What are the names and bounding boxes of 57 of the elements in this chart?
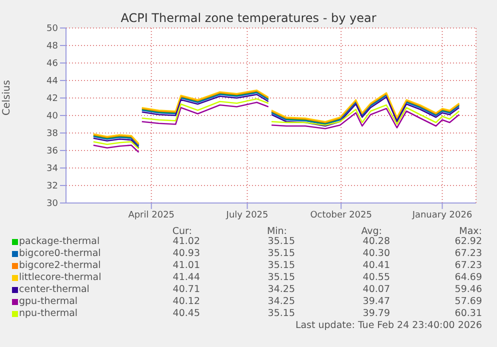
y-tick-label: 36 — [46, 146, 58, 157]
y-tick-label: 32 — [46, 182, 58, 192]
legend-label: center-thermal — [19, 284, 90, 295]
text: 35.15 — [268, 272, 295, 283]
text: Avg: — [361, 226, 382, 237]
text: 39.79 — [362, 308, 390, 319]
legend-label: littlecore-thermal — [19, 272, 102, 283]
x-tick-label: July 2025 — [225, 210, 268, 220]
text: 40.71 — [172, 284, 200, 295]
y-tick-label: 50 — [46, 24, 58, 34]
legend-label: bigcore0-thermal — [19, 248, 101, 259]
text: Cur: — [172, 226, 192, 237]
y-tick-label: 30 — [46, 199, 58, 210]
x-tick-label: October 2025 — [310, 210, 372, 220]
text: 41.02 — [172, 236, 200, 247]
y-tick-label: 46 — [46, 59, 58, 70]
text: 41.44 — [172, 272, 200, 283]
text: 35.15 — [268, 248, 295, 259]
y-tick-label: 34 — [46, 164, 58, 174]
text: Last update: Tue Feb 24 23:40:00 2026 — [295, 320, 482, 331]
text: 40.93 — [172, 248, 200, 259]
y-axis-title: Celsius — [2, 80, 13, 116]
text: 40.30 — [362, 248, 390, 259]
x-tick-label: January 2026 — [411, 210, 472, 220]
legend-label: npu-thermal — [19, 308, 78, 319]
legend-label: bigcore2-thermal — [19, 260, 101, 271]
text: 39.47 — [362, 296, 390, 307]
y-tick-label: 40 — [46, 112, 58, 122]
text: 41.01 — [172, 260, 200, 271]
chart-title: ACPI Thermal zone temperatures - by year — [120, 11, 378, 25]
legend-label: package-thermal — [19, 236, 100, 247]
text: 60.31 — [454, 308, 482, 319]
text: 40.55 — [362, 272, 390, 283]
legend-label: gpu-thermal — [19, 296, 78, 307]
text: 40.28 — [362, 236, 390, 247]
text: 57.69 — [454, 296, 482, 307]
text: Min: — [266, 226, 287, 237]
text: 40.45 — [172, 308, 200, 319]
text: 67.23 — [454, 248, 482, 259]
text: 35.15 — [268, 236, 295, 247]
x-tick-label: April 2025 — [128, 210, 175, 220]
text: 40.12 — [172, 296, 200, 307]
text: 35.15 — [268, 308, 295, 319]
text: 40.07 — [362, 284, 390, 295]
text: 62.92 — [454, 236, 482, 247]
text: 59.46 — [454, 284, 482, 295]
text: Max: — [459, 226, 482, 237]
text: 40.41 — [362, 260, 390, 271]
text: 67.23 — [454, 260, 482, 271]
text: 34.25 — [268, 284, 295, 295]
text: 35.15 — [268, 260, 295, 271]
y-tick-label: 44 — [46, 76, 58, 87]
y-tick-label: 42 — [46, 94, 58, 104]
text: 64.69 — [454, 272, 482, 283]
y-tick-label: 48 — [46, 42, 58, 52]
text: 34.25 — [268, 296, 295, 307]
y-tick-label: 38 — [46, 129, 58, 140]
